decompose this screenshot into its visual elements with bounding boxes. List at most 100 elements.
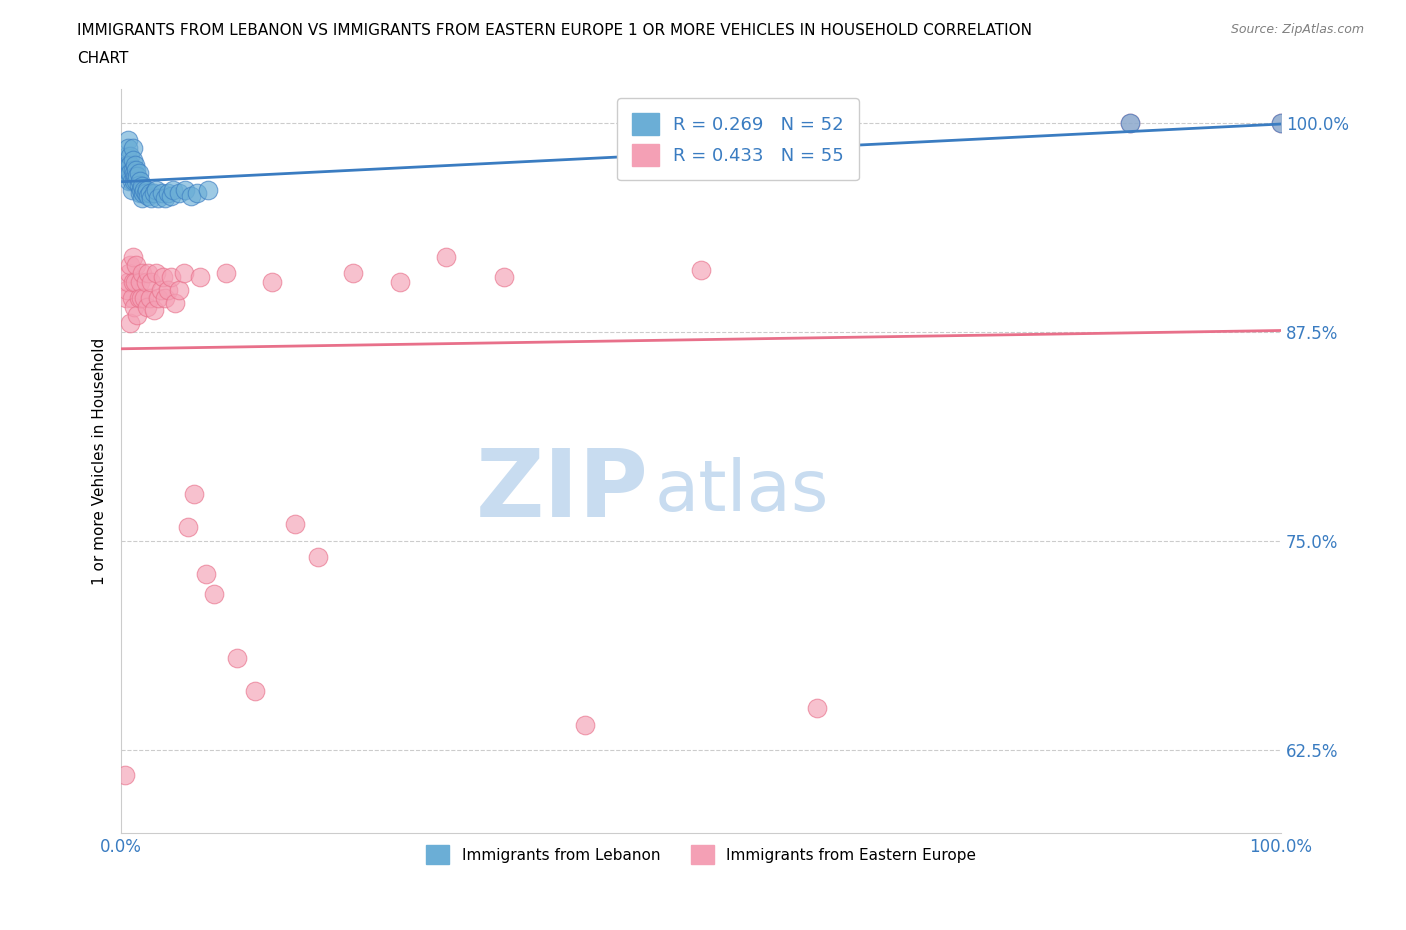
Point xyxy=(342,266,364,281)
Point xyxy=(115,149,138,164)
Point xyxy=(167,186,190,201)
Point xyxy=(156,283,179,298)
Point xyxy=(129,291,152,306)
Point xyxy=(121,140,143,155)
Point xyxy=(156,186,179,201)
Point xyxy=(135,299,157,314)
Point xyxy=(122,174,145,189)
Point xyxy=(1270,115,1292,130)
Point xyxy=(117,140,139,155)
Point xyxy=(160,189,183,204)
Point xyxy=(117,132,139,147)
Point xyxy=(127,308,149,323)
Point xyxy=(145,182,167,197)
Point xyxy=(120,157,142,172)
Point xyxy=(167,283,190,298)
Point xyxy=(118,174,141,189)
Point xyxy=(131,179,153,193)
Point xyxy=(128,174,150,189)
Point xyxy=(260,274,283,289)
Point xyxy=(115,166,138,180)
Point xyxy=(134,182,156,197)
Point xyxy=(114,767,136,782)
Point xyxy=(128,178,150,193)
Point xyxy=(135,182,157,197)
Point xyxy=(124,169,146,184)
Point xyxy=(125,174,148,189)
Point xyxy=(122,166,145,180)
Point xyxy=(148,291,170,306)
Point xyxy=(434,249,457,264)
Point xyxy=(120,166,142,180)
Point xyxy=(120,258,142,272)
Point xyxy=(128,291,150,306)
Point xyxy=(121,153,143,167)
Legend: Immigrants from Lebanon, Immigrants from Eastern Europe: Immigrants from Lebanon, Immigrants from… xyxy=(420,839,981,870)
Point xyxy=(139,186,162,201)
Point xyxy=(141,274,163,289)
Point xyxy=(148,191,170,206)
Point xyxy=(115,157,138,172)
Text: CHART: CHART xyxy=(77,51,129,66)
Point xyxy=(125,162,148,177)
Point xyxy=(1119,115,1142,130)
Point xyxy=(141,191,163,206)
Point xyxy=(806,700,828,715)
Point xyxy=(149,283,172,298)
Point xyxy=(125,258,148,272)
Point xyxy=(121,182,143,197)
Point xyxy=(173,266,195,281)
Point xyxy=(131,191,153,206)
Point xyxy=(120,316,142,331)
Point xyxy=(128,274,150,289)
Point xyxy=(118,166,141,180)
Point xyxy=(118,266,141,281)
Point xyxy=(226,650,249,665)
Point xyxy=(122,299,145,314)
Point xyxy=(135,274,157,289)
Point xyxy=(115,291,138,306)
Y-axis label: 1 or more Vehicles in Household: 1 or more Vehicles in Household xyxy=(93,338,107,585)
Point xyxy=(115,283,138,298)
Point xyxy=(142,302,165,317)
Point xyxy=(197,182,219,197)
Point xyxy=(121,291,143,306)
Point xyxy=(139,291,162,306)
Point xyxy=(1119,115,1142,130)
Point xyxy=(124,274,146,289)
Point xyxy=(1270,115,1292,130)
Point xyxy=(121,249,143,264)
Text: atlas: atlas xyxy=(655,457,830,525)
Point xyxy=(574,717,596,732)
Text: IMMIGRANTS FROM LEBANON VS IMMIGRANTS FROM EASTERN EUROPE 1 OR MORE VEHICLES IN : IMMIGRANTS FROM LEBANON VS IMMIGRANTS FR… xyxy=(77,23,1032,38)
Point xyxy=(118,157,141,172)
Point xyxy=(155,191,177,206)
Point xyxy=(117,274,139,289)
Point xyxy=(121,162,143,177)
Point xyxy=(194,566,217,581)
Point xyxy=(142,186,165,201)
Point xyxy=(174,182,197,197)
Point xyxy=(284,516,307,531)
Point xyxy=(388,274,411,289)
Point xyxy=(163,296,186,311)
Point xyxy=(162,182,184,197)
Point xyxy=(134,291,156,306)
Point xyxy=(186,186,208,201)
Point xyxy=(128,186,150,201)
Point xyxy=(492,269,515,284)
Point xyxy=(160,269,183,284)
Point xyxy=(129,182,152,197)
Point xyxy=(155,291,177,306)
Point xyxy=(183,486,205,501)
Point xyxy=(243,684,266,698)
Point xyxy=(145,266,167,281)
Point xyxy=(120,149,142,164)
Point xyxy=(121,174,143,189)
Point xyxy=(128,166,150,180)
Point xyxy=(177,520,200,535)
Point xyxy=(121,274,143,289)
Point xyxy=(124,157,146,172)
Point xyxy=(202,587,225,602)
Point xyxy=(188,269,211,284)
